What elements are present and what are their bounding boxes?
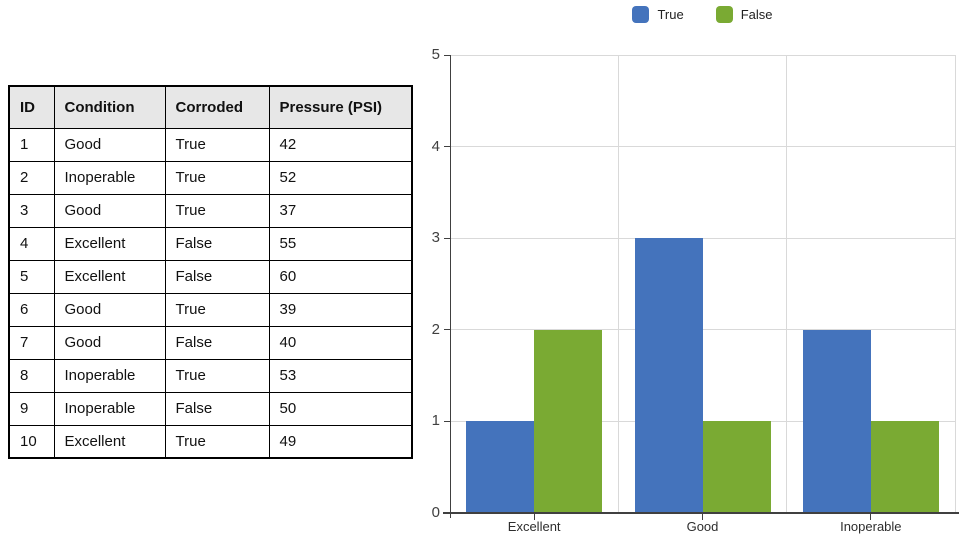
- x-category-label-inoperable: Inoperable: [840, 519, 902, 534]
- table-cell: Good: [53, 193, 166, 228]
- table-cell: 8: [8, 358, 55, 393]
- table-row: 7 Good False 40: [8, 325, 413, 360]
- y-tick-label: 4: [431, 137, 440, 155]
- v-gridline: [954, 55, 956, 513]
- y-axis-tick: [444, 54, 450, 56]
- h-gridline: [450, 237, 955, 239]
- x-category-label-good: Good: [686, 519, 719, 534]
- table-cell: Good: [53, 292, 166, 327]
- table-cell: True: [164, 160, 270, 195]
- table-cell: 55: [268, 226, 413, 261]
- y-tick-label: 2: [431, 320, 440, 338]
- table-cell: True: [164, 358, 270, 393]
- x-axis-tick: [533, 514, 535, 520]
- table-cell: Excellent: [53, 226, 166, 261]
- table-row: 5 Excellent False 60: [8, 259, 413, 294]
- table-row: 10 Excellent True 49: [8, 424, 413, 459]
- table-cell: Excellent: [53, 259, 166, 294]
- y-axis-tick: [444, 420, 450, 422]
- table-cell: True: [164, 424, 270, 459]
- bar-true-good: [634, 238, 703, 513]
- table-cell: 53: [268, 358, 413, 393]
- table-row: 4 Excellent False 55: [8, 226, 413, 261]
- table-cell: True: [164, 193, 270, 228]
- x-category-label-excellent: Excellent: [507, 519, 561, 534]
- y-axis-tick: [444, 237, 450, 239]
- h-gridline: [450, 54, 955, 56]
- bar-false-inoperable: [870, 421, 939, 513]
- x-axis-line: [443, 512, 959, 514]
- table-cell: 40: [268, 325, 413, 360]
- table-body: 1 Good True 42 2 Inoperable True 52 3 Good True 37 4…: [8, 127, 413, 459]
- table-row: 2 Inoperable True 52: [8, 160, 413, 195]
- table-cell: True: [164, 292, 270, 327]
- table-cell: Inoperable: [53, 358, 166, 393]
- table-cell: False: [164, 325, 270, 360]
- bar-false-excellent: [534, 329, 603, 513]
- table-cell: Inoperable: [53, 391, 166, 426]
- v-gridline: [786, 55, 788, 513]
- table-cell: Good: [53, 127, 166, 162]
- bar-true-inoperable: [802, 329, 871, 513]
- legend-item-false: False: [715, 6, 773, 23]
- table-cell: 9: [8, 391, 55, 426]
- bar-true-excellent: [466, 421, 535, 513]
- y-axis-tick: [444, 146, 450, 148]
- pipe-data-table: ID Condition Corroded Pressure (PSI) 1 Go…: [8, 85, 413, 459]
- column-header-pressure: Pressure (PSI): [268, 85, 413, 129]
- table-cell: Inoperable: [53, 160, 166, 195]
- table-row: 1 Good True 42: [8, 127, 413, 162]
- legend-true-swatch-icon: [632, 6, 650, 23]
- table-cell: False: [164, 259, 270, 294]
- table-row: 6 Good True 39: [8, 292, 413, 327]
- chart-plot-area: 0 1 2 3 4 5 Excellent Good Inoperable: [432, 47, 959, 534]
- y-tick-label: 1: [431, 412, 440, 430]
- table-cell: Excellent: [53, 424, 166, 459]
- y-tick-label: 0: [431, 504, 440, 521]
- v-gridline: [617, 55, 619, 513]
- table-row: 9 Inoperable False 50: [8, 391, 413, 426]
- legend-false-swatch-icon: [715, 6, 733, 23]
- y-axis-line: [450, 55, 451, 518]
- table-cell: 7: [8, 325, 55, 360]
- legend-label: True: [657, 7, 684, 22]
- x-axis-tick: [702, 514, 703, 520]
- table-cell: 50: [268, 391, 413, 426]
- table-cell: False: [164, 391, 270, 426]
- column-header-corroded: Corroded: [164, 85, 270, 129]
- table-row: 3 Good True 37: [8, 193, 413, 228]
- table-cell: 39: [268, 292, 413, 327]
- h-gridline: [450, 420, 955, 422]
- h-gridline: [450, 146, 955, 148]
- table-cell: True: [164, 127, 270, 162]
- h-gridline: [450, 329, 955, 331]
- table-cell: 3: [8, 193, 55, 228]
- table-cell: 49: [268, 424, 413, 459]
- y-tick-label: 3: [431, 229, 440, 247]
- y-axis-tick: [444, 329, 450, 331]
- legend-item-true: True: [632, 6, 684, 23]
- table-cell: Good: [53, 325, 166, 360]
- legend-label: False: [740, 7, 773, 22]
- table-header-row: ID Condition Corroded Pressure (PSI): [8, 85, 413, 129]
- y-tick-label: 5: [431, 46, 440, 63]
- table-row: 8 Inoperable True 53: [8, 358, 413, 393]
- table-cell: 37: [268, 193, 413, 228]
- column-header-condition: Condition: [53, 85, 166, 129]
- chart-legend: True False: [450, 6, 955, 23]
- table-cell: 5: [8, 259, 55, 294]
- table-cell: 42: [268, 127, 413, 162]
- table-cell: 4: [8, 226, 55, 261]
- table-cell: 6: [8, 292, 55, 327]
- table-cell: 10: [8, 424, 55, 459]
- table-cell: 60: [268, 259, 413, 294]
- grouped-bar-chart: True False 0 1 2 3 4 5 Excellent Good Inoperable: [430, 0, 967, 540]
- bar-false-good: [702, 421, 771, 513]
- column-header-id: ID: [8, 85, 55, 129]
- table-cell: 2: [8, 160, 55, 195]
- table-cell: False: [164, 226, 270, 261]
- table-cell: 1: [8, 127, 55, 162]
- table-cell: 52: [268, 160, 413, 195]
- x-axis-tick: [870, 514, 872, 520]
